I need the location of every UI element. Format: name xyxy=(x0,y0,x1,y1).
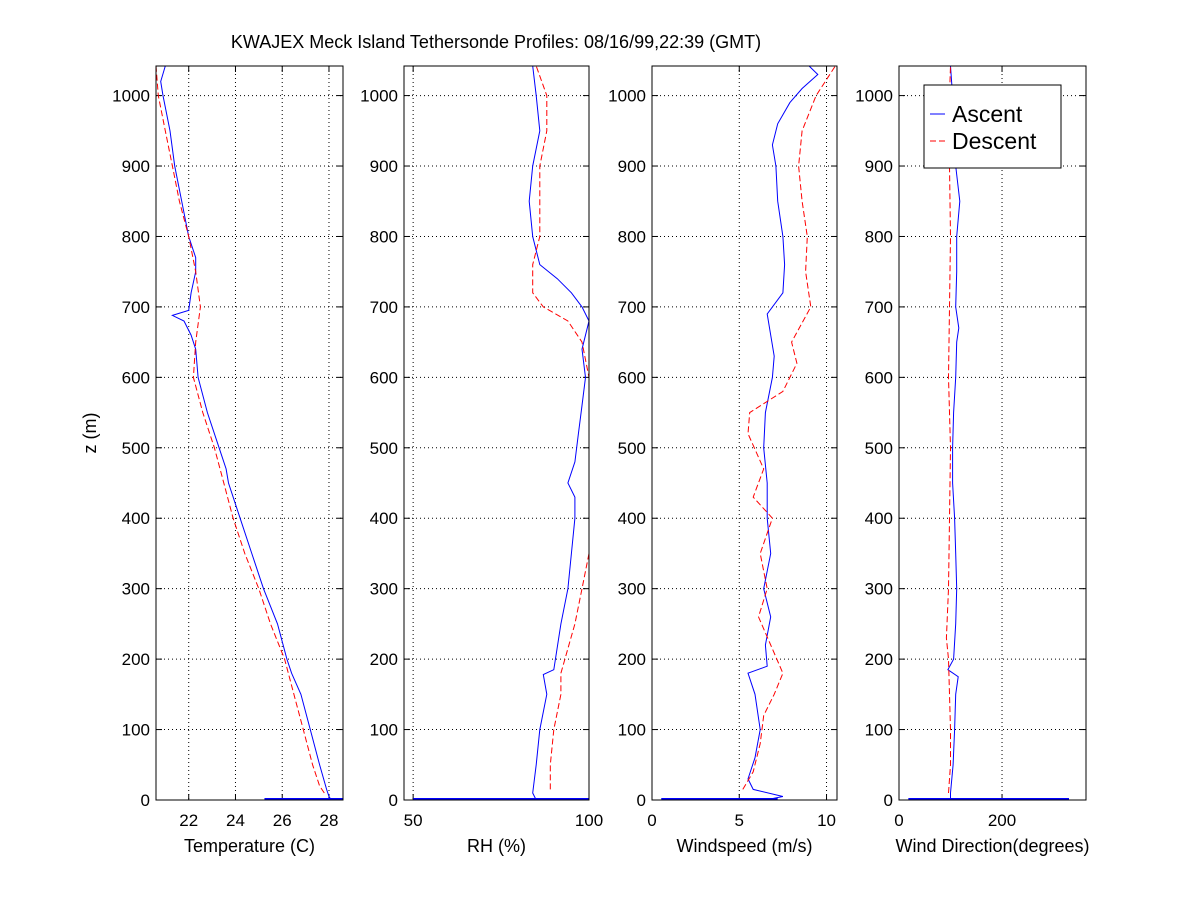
x-tick-label: 10 xyxy=(817,811,836,830)
series-descent-line xyxy=(156,66,325,794)
y-tick-label: 400 xyxy=(865,509,893,528)
x-tick-label: 0 xyxy=(894,811,903,830)
y-tick-label: 900 xyxy=(122,157,150,176)
x-axis-label: RH (%) xyxy=(467,836,526,856)
legend-ascent-label: Ascent xyxy=(952,101,1023,127)
y-tick-label: 400 xyxy=(618,509,646,528)
y-tick-label: 800 xyxy=(618,227,646,246)
plot-area xyxy=(652,66,837,800)
axes-frame xyxy=(651,65,838,801)
y-tick-label: 900 xyxy=(618,157,646,176)
x-axis-label: Windspeed (m/s) xyxy=(676,836,812,856)
y-tick-label: 600 xyxy=(865,368,893,387)
plot-area xyxy=(404,66,589,800)
panel-wind_direction: 0 100 200 300 400 500 600 700 800 900 1000 0 200 Wind… xyxy=(855,65,1090,856)
y-tick-label: 900 xyxy=(865,157,893,176)
y-tick-label: 1000 xyxy=(112,87,150,106)
x-tick-label: 0 xyxy=(647,811,656,830)
series-ascent-line xyxy=(160,66,332,800)
y-tick-label: 400 xyxy=(122,509,150,528)
y-tick-label: 100 xyxy=(122,721,150,740)
y-tick-label: 700 xyxy=(618,298,646,317)
y-tick-label: 0 xyxy=(141,791,150,810)
y-tick-label: 900 xyxy=(370,157,398,176)
y-tick-label: 400 xyxy=(370,509,398,528)
series-ascent-line xyxy=(528,66,589,800)
x-tick-label: 200 xyxy=(988,811,1016,830)
panel-rh: 0 100 200 300 400 500 600 700 800 900 1000 50 100 RH … xyxy=(360,65,603,856)
y-tick-label: 800 xyxy=(865,227,893,246)
x-tick-label: 5 xyxy=(735,811,744,830)
y-tick-label: 0 xyxy=(637,791,646,810)
axes-frame xyxy=(403,65,590,801)
x-axis-label: Wind Direction(degrees) xyxy=(895,836,1089,856)
panel-temperature: 0 100 200 300 400 500 600 700 800 900 1000 22 24 26 28… xyxy=(112,65,344,856)
y-tick-label: 300 xyxy=(122,580,150,599)
legend-box xyxy=(923,84,1062,169)
y-tick-label: 200 xyxy=(618,650,646,669)
y-tick-label: 600 xyxy=(370,368,398,387)
y-tick-label: 100 xyxy=(865,721,893,740)
y-tick-label: 1000 xyxy=(360,87,398,106)
series-ascent-line xyxy=(747,66,819,800)
x-axis-label: Temperature (C) xyxy=(184,836,315,856)
chart-title: KWAJEX Meck Island Tethersonde Profiles:… xyxy=(231,32,761,52)
y-tick-label: 300 xyxy=(370,580,398,599)
legend: Ascent Descent xyxy=(923,84,1062,169)
y-tick-label: 200 xyxy=(865,650,893,669)
x-tick-label: 22 xyxy=(179,811,198,830)
x-tick-label: 100 xyxy=(575,811,603,830)
y-tick-label: 600 xyxy=(122,368,150,387)
y-tick-label: 500 xyxy=(618,439,646,458)
y-tick-label: 300 xyxy=(865,580,893,599)
axes-frame xyxy=(898,65,1087,801)
series-ascent-line xyxy=(947,66,961,800)
series-descent-line xyxy=(532,66,589,790)
y-tick-label: 700 xyxy=(865,298,893,317)
series-descent-line xyxy=(742,66,836,790)
panel-windspeed: 0 100 200 300 400 500 600 700 800 900 1000 0 5 10 Wind… xyxy=(608,65,838,856)
y-tick-label: 600 xyxy=(618,368,646,387)
y-tick-label: 800 xyxy=(122,227,150,246)
y-tick-label: 200 xyxy=(370,650,398,669)
y-tick-label: 1000 xyxy=(608,87,646,106)
x-tick-label: 24 xyxy=(226,811,245,830)
y-tick-label: 100 xyxy=(618,721,646,740)
y-tick-label: 300 xyxy=(618,580,646,599)
y-tick-label: 1000 xyxy=(855,87,893,106)
series-descent-line xyxy=(945,66,952,794)
plot-area xyxy=(899,66,1086,800)
y-tick-label: 500 xyxy=(122,439,150,458)
y-tick-label: 800 xyxy=(370,227,398,246)
y-tick-label: 500 xyxy=(370,439,398,458)
y-tick-label: 700 xyxy=(370,298,398,317)
y-tick-label: 700 xyxy=(122,298,150,317)
y-tick-label: 0 xyxy=(884,791,893,810)
x-tick-label: 26 xyxy=(273,811,292,830)
y-tick-label: 500 xyxy=(865,439,893,458)
y-tick-label: 200 xyxy=(122,650,150,669)
legend-descent-label: Descent xyxy=(952,128,1037,154)
x-tick-label: 28 xyxy=(320,811,339,830)
plot-area xyxy=(156,66,343,800)
axes-frame xyxy=(155,65,344,801)
y-tick-label: 100 xyxy=(370,721,398,740)
x-tick-label: 50 xyxy=(404,811,423,830)
y-axis-label: z (m) xyxy=(80,413,100,454)
y-tick-label: 0 xyxy=(389,791,398,810)
